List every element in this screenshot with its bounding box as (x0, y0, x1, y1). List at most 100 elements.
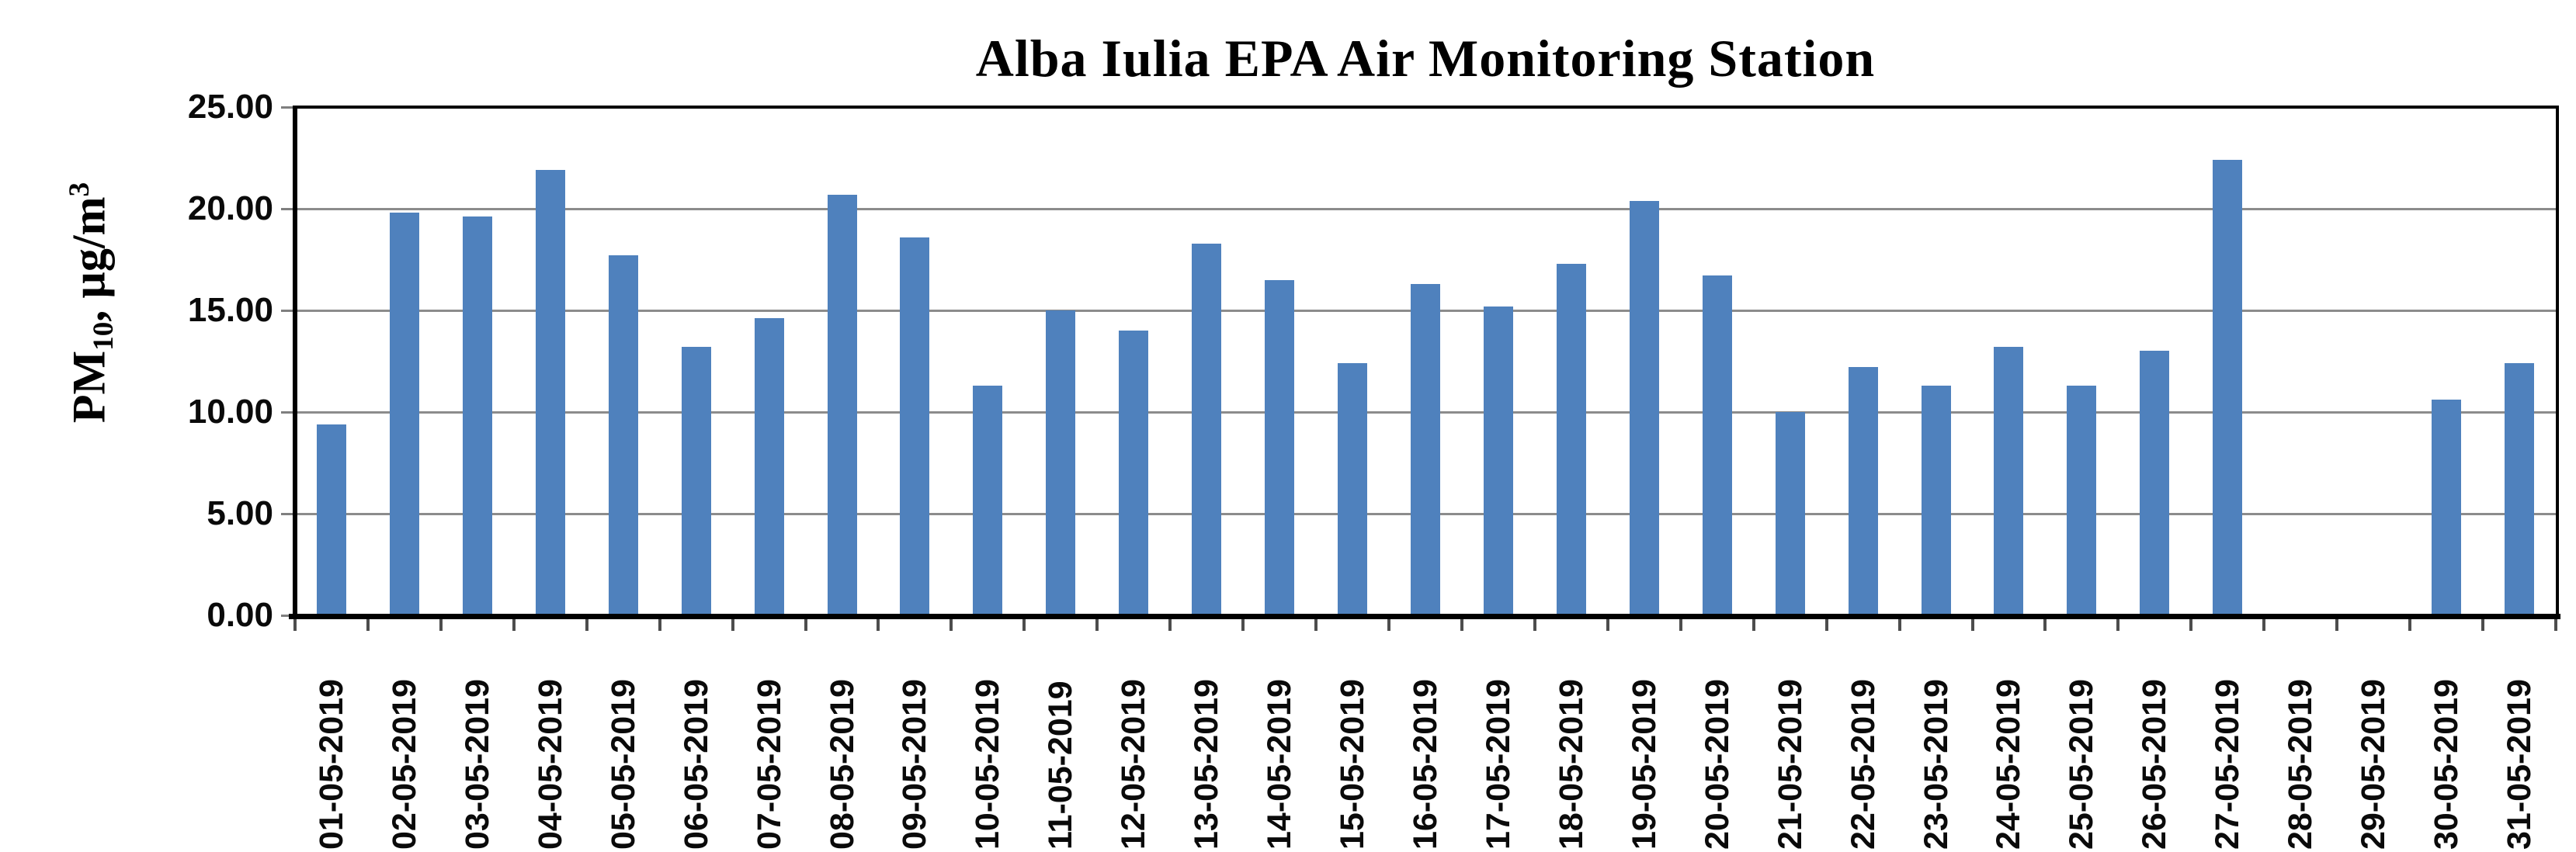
x-axis-tick-label: 17-05-2019 (1479, 679, 1517, 850)
x-axis-line (289, 614, 2560, 619)
x-axis-tick (1314, 618, 1318, 631)
bar (1338, 363, 1368, 615)
x-axis-tick-label: 24-05-2019 (1990, 679, 2028, 850)
bar (316, 424, 346, 615)
bar (827, 194, 857, 615)
x-axis-tick-label: 07-05-2019 (750, 679, 788, 850)
bar (1702, 275, 1732, 615)
x-axis-tick (1460, 618, 1463, 631)
bar (2140, 351, 2170, 615)
x-axis-tick-label: 10-05-2019 (969, 679, 1007, 850)
x-axis-tick (366, 618, 370, 631)
x-axis-tick (1241, 618, 1245, 631)
y-axis-tick (281, 106, 295, 109)
x-axis-tick (2262, 618, 2266, 631)
x-axis-tick (1824, 618, 1828, 631)
x-axis-tick-label: 18-05-2019 (1552, 679, 1590, 850)
x-axis-tick-label: 03-05-2019 (458, 679, 496, 850)
x-axis-tick-label: 04-05-2019 (531, 679, 569, 850)
x-axis-tick (1606, 618, 1609, 631)
x-axis-tick-label: 25-05-2019 (2063, 679, 2101, 850)
y-axis-tick-label: 15.00 (187, 291, 273, 329)
x-axis-tick (2481, 618, 2485, 631)
x-axis-tick-label: 01-05-2019 (312, 679, 350, 850)
x-axis-tick (2189, 618, 2193, 631)
y-axis-line (293, 106, 297, 619)
bar (535, 170, 565, 615)
bar (1265, 279, 1295, 615)
x-axis-tick-label: 27-05-2019 (2209, 679, 2247, 850)
bar (973, 385, 1003, 615)
bar (1046, 310, 1076, 615)
x-axis-tick-label: 11-05-2019 (1042, 681, 1080, 850)
x-axis-tick (731, 618, 734, 631)
x-axis-tick (1095, 618, 1099, 631)
x-axis-tick-label: 23-05-2019 (1917, 679, 1955, 850)
x-axis-tick-label: 02-05-2019 (385, 679, 423, 850)
y-axis-tick (281, 208, 295, 210)
chart-title: Alba Iulia EPA Air Monitoring Station (975, 29, 1876, 88)
x-axis-tick (1679, 618, 1682, 631)
y-axis-tick-label: 20.00 (187, 189, 273, 227)
plot-border-right (2556, 106, 2559, 619)
bar (2505, 363, 2535, 615)
bar (1994, 347, 2024, 615)
y-axis-tick (281, 411, 295, 414)
x-axis-tick-label: 08-05-2019 (823, 679, 861, 850)
x-axis-tick (2335, 618, 2339, 631)
y-axis-tick-label: 5.00 (207, 494, 273, 532)
bar (2213, 160, 2243, 615)
x-axis-tick (1387, 618, 1391, 631)
y-axis-tick-label: 10.00 (187, 393, 273, 431)
x-axis-tick (804, 618, 807, 631)
x-axis-tick (658, 618, 661, 631)
bar (1775, 412, 1805, 615)
x-axis-tick (1022, 618, 1026, 631)
x-axis-tick (1533, 618, 1536, 631)
bar (1119, 331, 1149, 615)
x-axis-tick-label: 20-05-2019 (1698, 679, 1736, 850)
x-axis-tick-label: 05-05-2019 (604, 679, 642, 850)
bar (754, 318, 784, 615)
x-axis-tick (2043, 618, 2047, 631)
x-axis-tick-label: 14-05-2019 (1261, 679, 1299, 850)
bar (462, 216, 492, 615)
x-axis-tick (1897, 618, 1901, 631)
bar (1921, 385, 1951, 615)
bar (608, 255, 638, 615)
bar (1848, 367, 1878, 615)
x-axis-tick (1970, 618, 1974, 631)
x-axis-tick (2554, 618, 2557, 631)
x-axis-tick-label: 12-05-2019 (1115, 679, 1153, 850)
x-axis-tick (439, 618, 443, 631)
x-axis-tick (585, 618, 588, 631)
x-axis-tick-label: 19-05-2019 (1625, 679, 1663, 850)
bar (1483, 306, 1513, 615)
bar (1411, 283, 1440, 615)
x-axis-tick-label: 06-05-2019 (677, 679, 715, 850)
x-axis-tick-label: 09-05-2019 (896, 679, 934, 850)
plot-border-top (293, 106, 2559, 109)
x-axis-tick-label: 26-05-2019 (2136, 679, 2174, 850)
y-axis-tick (281, 513, 295, 515)
bar (681, 347, 711, 615)
bar (900, 237, 930, 615)
x-axis-tick-label: 15-05-2019 (1334, 679, 1372, 850)
x-axis-tick (950, 618, 953, 631)
bar (1192, 243, 1222, 615)
x-axis-tick (877, 618, 880, 631)
x-axis-tick (293, 618, 297, 631)
x-axis-tick-label: 22-05-2019 (1844, 679, 1882, 850)
x-axis-tick-label: 28-05-2019 (2282, 679, 2320, 850)
bar (1556, 263, 1586, 615)
bar (389, 213, 419, 615)
y-axis-tick-label: 25.00 (187, 88, 273, 126)
x-axis-tick (2116, 618, 2120, 631)
x-axis-tick-label: 30-05-2019 (2428, 679, 2466, 850)
bar (2432, 400, 2462, 615)
x-axis-tick (1168, 618, 1172, 631)
x-axis-tick (2408, 618, 2412, 631)
x-axis-tick-label: 29-05-2019 (2355, 679, 2393, 850)
x-axis-tick (1751, 618, 1755, 631)
